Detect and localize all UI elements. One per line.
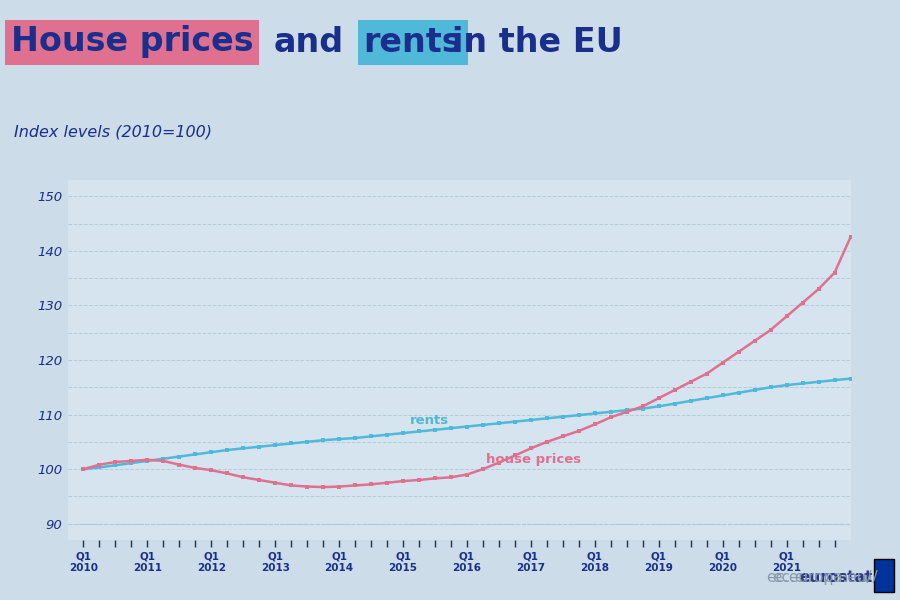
Text: house prices: house prices <box>486 452 581 466</box>
FancyBboxPatch shape <box>874 559 894 592</box>
Text: eurostat: eurostat <box>800 569 873 584</box>
Text: Index levels (2010=100): Index levels (2010=100) <box>14 124 212 139</box>
Text: ec.europa.eu/: ec.europa.eu/ <box>772 569 877 584</box>
Text: rents: rents <box>364 25 463 58</box>
Text: and: and <box>274 25 344 58</box>
Text: House prices: House prices <box>11 25 254 58</box>
Text: ec.europa.eu/eurostat: ec.europa.eu/eurostat <box>708 569 878 584</box>
Text: ec.europa.eu/: ec.europa.eu/ <box>767 569 872 584</box>
Text: rents: rents <box>410 414 448 427</box>
Text: in the EU: in the EU <box>452 25 623 58</box>
